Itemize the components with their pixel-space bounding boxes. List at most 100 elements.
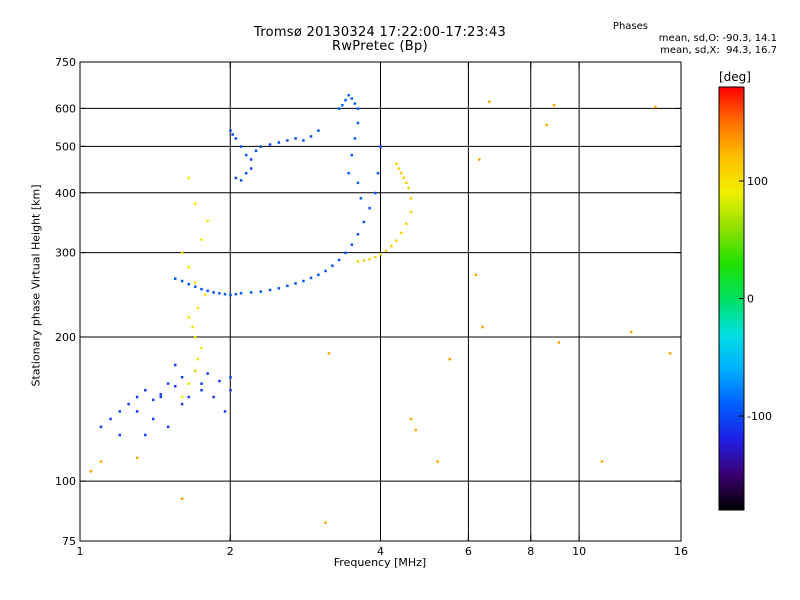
data-point: [350, 243, 354, 246]
data-point: [344, 251, 347, 255]
data-point: [405, 181, 408, 185]
data-point: [200, 287, 203, 291]
data-point: [259, 145, 263, 148]
data-point: [409, 210, 413, 214]
data-point: [194, 335, 197, 339]
data-point: [356, 121, 360, 125]
data-point: [317, 129, 320, 132]
data-point: [294, 282, 297, 285]
data-point: [317, 273, 320, 277]
data-point: [374, 255, 377, 259]
data-point: [194, 369, 197, 373]
data-point: [180, 375, 184, 379]
data-point: [180, 279, 184, 283]
data-point: [180, 395, 184, 399]
data-point: [194, 285, 197, 288]
y-tick-label: 75: [62, 535, 76, 548]
data-point: [159, 393, 163, 396]
data-point: [135, 456, 139, 460]
x-tick-label: 1: [77, 545, 84, 558]
data-point: [151, 417, 155, 421]
data-point: [144, 388, 147, 392]
chart-title: Tromsø 20130324 17:22:00-17:23:43: [253, 25, 507, 40]
data-point: [376, 171, 380, 175]
data-point: [200, 346, 203, 350]
data-point: [206, 372, 209, 375]
data-point: [144, 433, 147, 437]
data-point: [668, 352, 672, 355]
data-point: [552, 103, 556, 107]
data-point: [374, 191, 377, 195]
data-point: [409, 197, 413, 200]
data-point: [191, 325, 194, 329]
data-point: [629, 330, 633, 334]
data-point: [118, 433, 122, 437]
data-point: [187, 316, 191, 319]
data-point: [231, 133, 234, 136]
data-point: [344, 98, 347, 102]
data-point: [200, 238, 203, 241]
data-point: [234, 137, 238, 140]
data-point: [180, 251, 184, 255]
data-point: [654, 105, 657, 109]
data-point: [400, 171, 403, 175]
data-point: [368, 257, 371, 261]
data-point: [244, 171, 248, 175]
data-point: [350, 97, 354, 100]
data-point: [229, 129, 232, 132]
data-point: [249, 158, 253, 161]
data-point: [353, 137, 357, 140]
x-tick-label: 8: [527, 545, 534, 558]
data-point: [196, 306, 200, 310]
data-point: [173, 277, 177, 280]
colorbar-tick-label: 100: [747, 175, 768, 188]
data-point: [212, 291, 215, 294]
data-point: [109, 417, 112, 421]
data-point: [206, 219, 209, 223]
data-point: [187, 176, 191, 180]
data-point: [229, 388, 232, 392]
data-point: [99, 460, 103, 463]
data-point: [384, 249, 388, 253]
data-point: [331, 264, 334, 267]
y-axis-label: Stationary phase Virtual Height [km]: [29, 184, 43, 387]
data-point: [229, 293, 232, 297]
data-point: [481, 325, 484, 329]
y-tick-label: 200: [55, 331, 76, 344]
x-tick-label: 4: [377, 545, 384, 558]
data-point: [187, 382, 191, 385]
data-point: [218, 292, 221, 295]
data-point: [218, 379, 221, 383]
data-point: [223, 292, 227, 296]
data-point: [368, 206, 371, 210]
data-point: [347, 171, 350, 175]
data-point: [337, 107, 341, 110]
data-point: [395, 162, 398, 166]
data-point: [180, 497, 184, 500]
data-point: [477, 158, 481, 161]
data-point: [239, 145, 243, 148]
y-tick-label: 400: [55, 187, 76, 200]
data-point: [268, 143, 272, 146]
data-point: [350, 153, 354, 157]
data-point: [135, 410, 139, 413]
data-point: [337, 258, 341, 262]
data-point: [277, 287, 281, 290]
data-point: [302, 139, 305, 142]
data-point: [436, 460, 439, 463]
data-point: [356, 233, 360, 236]
data-point: [187, 282, 191, 286]
data-point: [557, 341, 561, 344]
data-point: [356, 181, 360, 185]
data-point: [400, 231, 403, 235]
data-point: [180, 402, 184, 406]
data-point: [294, 137, 297, 140]
data-point: [166, 425, 170, 429]
stats-x-mode: mean, sd,X: 94.3, 16.7: [660, 45, 777, 56]
data-point: [187, 265, 191, 269]
data-point: [379, 253, 382, 256]
data-points-layer: [89, 93, 672, 524]
data-point: [229, 375, 232, 379]
data-point: [359, 197, 363, 200]
data-point: [239, 292, 243, 295]
